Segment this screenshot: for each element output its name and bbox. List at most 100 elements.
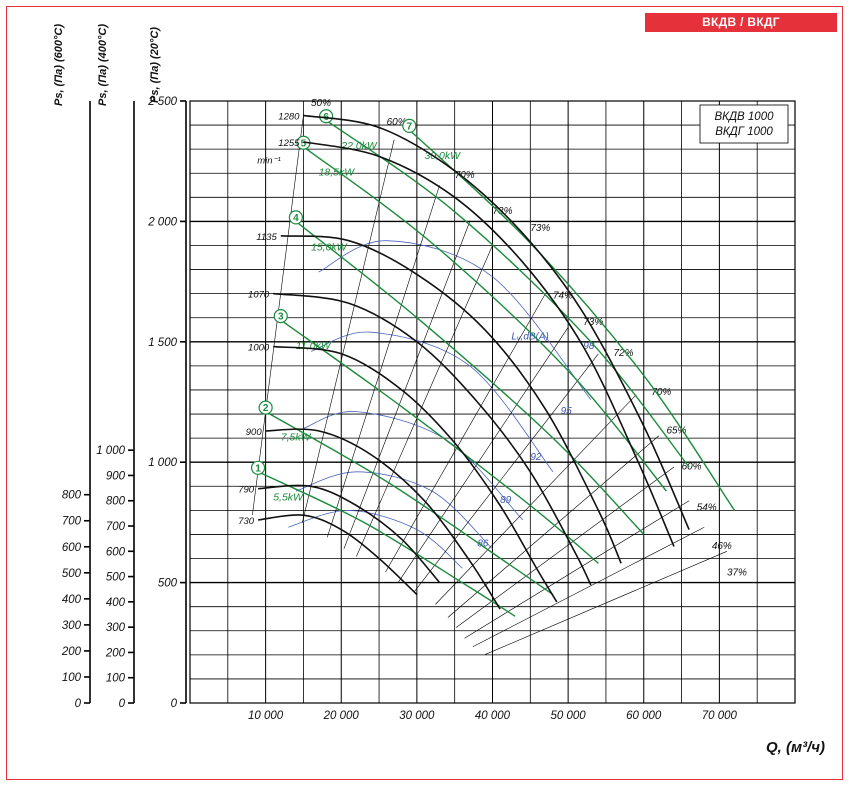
speed-curve [303, 141, 675, 547]
x-tick-label: 70 000 [702, 710, 738, 722]
efficiency-line [435, 394, 637, 605]
efficiency-label: 60% [387, 117, 407, 128]
y-tick-label: 0 [171, 698, 178, 710]
y-tick-label: 400 [62, 594, 82, 606]
y-axis-title: Ps, (Па) (400°C) [97, 24, 109, 106]
rpm-unit-label: min⁻¹ [257, 156, 281, 167]
y-tick-label: 0 [119, 698, 126, 710]
x-tick-label: 10 000 [248, 710, 284, 722]
power-index-marker [258, 400, 273, 415]
noise-level-label: 95 [561, 406, 573, 417]
page-frame [6, 6, 843, 780]
efficiency-label: 70% [651, 387, 671, 398]
speed-label: 1070 [248, 290, 270, 301]
y-tick-label: 2 000 [147, 216, 177, 228]
efficiency-line [343, 221, 471, 549]
power-index-label: 5 [301, 138, 307, 149]
y-axis-title: Ps, (Па) (600°C) [53, 24, 65, 106]
y-tick-label: 100 [106, 673, 126, 685]
speed-curve [280, 235, 622, 564]
power-label: 15,0kW [311, 241, 348, 253]
efficiency-line [485, 551, 728, 655]
efficiency-label: 72% [614, 348, 634, 359]
y-tick-label: 500 [62, 568, 82, 580]
efficiency-label: 37% [727, 567, 747, 578]
power-index-marker [250, 460, 266, 475]
efficiency-line [414, 353, 599, 592]
y-tick-label: 500 [158, 578, 178, 590]
y-tick-label: 1 000 [96, 445, 125, 457]
power-label: 30,0kW [424, 150, 461, 162]
y-axis-title: Ps, (Па) (20°C) [149, 27, 161, 103]
noise-axis-label: Lᵥ,dB(A) [511, 331, 548, 342]
efficiency-line [302, 139, 395, 523]
speed-curve [258, 514, 418, 596]
efficiency-label: 74% [553, 290, 573, 301]
power-index-marker [319, 109, 334, 124]
efficiency-line [326, 185, 440, 538]
efficiency-line [456, 466, 675, 628]
speed-curve [273, 292, 592, 586]
speed-label: 1000 [248, 343, 270, 354]
power-index-label: 2 [263, 403, 269, 414]
x-tick-label: 40 000 [475, 710, 511, 722]
speed-curve [265, 428, 501, 610]
noise-curve [310, 331, 554, 473]
power-label: 7,5kW [281, 432, 312, 444]
power-index-marker [273, 309, 288, 324]
y-tick-label: 600 [106, 546, 126, 558]
efficiency-line [472, 526, 705, 648]
efficiency-label: 54% [697, 502, 717, 513]
speed-curve [273, 345, 558, 603]
y-tick-label: 200 [61, 646, 82, 658]
noise-level-label: 89 [500, 495, 512, 506]
power-index-label: 4 [293, 213, 299, 224]
noise-curve [295, 471, 493, 550]
noise-curve [318, 240, 592, 400]
y-tick-label: 900 [106, 470, 126, 482]
efficiency-label: 50% [311, 98, 331, 109]
power-curve [408, 129, 736, 511]
y-tick-label: 300 [62, 620, 82, 632]
series-tag: ВКДВ / ВКДГ [645, 13, 837, 32]
y-tick-label: 600 [62, 542, 82, 554]
speed-curve [303, 114, 690, 530]
speed-label: 790 [238, 485, 255, 496]
efficiency-label: 73% [530, 223, 550, 234]
efficiency-line [447, 435, 660, 618]
power-label: 11,0kW [296, 340, 332, 352]
power-label: 18,5kW [319, 167, 356, 179]
model-label: ВКДВ 1000 [715, 111, 775, 123]
efficiency-line [385, 293, 546, 573]
plot-border [189, 100, 796, 704]
efficiency-label: 60% [682, 461, 702, 472]
speed-label: 730 [238, 516, 255, 527]
power-index-label: 3 [278, 312, 284, 323]
power-curve [295, 220, 645, 535]
efficiency-label: 65% [666, 425, 686, 436]
efficiency-label: 70% [455, 170, 475, 181]
power-index-marker [288, 210, 303, 225]
y-tick-label: 200 [105, 647, 126, 659]
y-tick-label: 400 [106, 597, 126, 609]
efficiency-line [397, 327, 569, 583]
y-tick-label: 700 [106, 521, 126, 533]
x-tick-label: 30 000 [399, 710, 435, 722]
y-tick-label: 500 [106, 572, 126, 584]
speed-label: 1255 [278, 138, 300, 149]
power-index-marker [402, 118, 417, 133]
y-tick-label: 2 500 [147, 96, 177, 108]
x-axis-title: Q, (м³/ч) [766, 739, 825, 756]
power-curve [265, 410, 554, 596]
speed-label: 1280 [278, 111, 300, 122]
speed-label: 1135 [256, 232, 277, 243]
noise-level-label: 98 [583, 341, 595, 352]
y-tick-label: 700 [62, 516, 82, 528]
power-curve [257, 471, 516, 617]
x-tick-label: 50 000 [551, 710, 587, 722]
noise-level-label: 86 [477, 538, 489, 549]
power-label: 5,5kW [273, 492, 304, 504]
efficiency-label: 46% [712, 541, 732, 552]
power-index-label: 7 [407, 121, 413, 132]
